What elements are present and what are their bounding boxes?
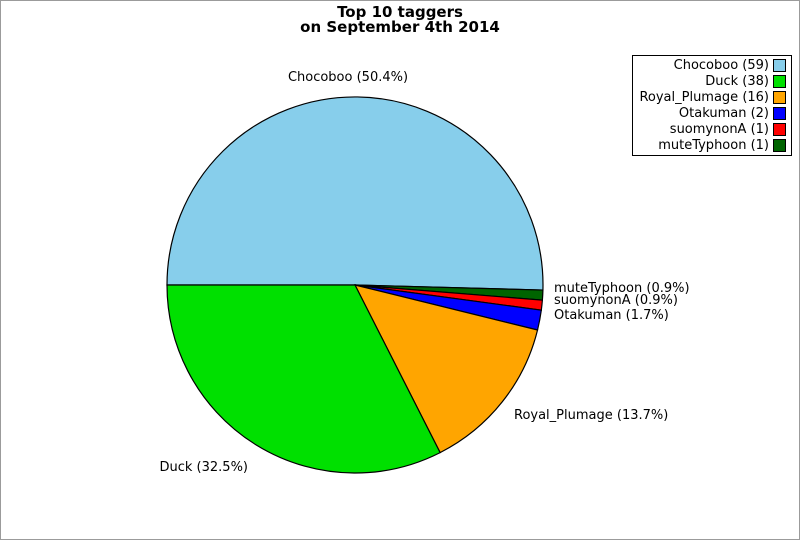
legend-swatch bbox=[773, 59, 786, 73]
legend-swatch bbox=[773, 91, 786, 105]
legend-label: Duck (38) bbox=[705, 74, 769, 90]
chart-title: Top 10 taggers on September 4th 2014 bbox=[1, 5, 799, 35]
legend-label: suomynonA (1) bbox=[669, 121, 769, 137]
legend-swatch bbox=[773, 106, 786, 120]
slice-label-Royal_Plumage: Royal_Plumage (13.7%) bbox=[514, 408, 668, 423]
legend: Chocoboo (59) Duck (38) Royal_Plumage (16)… bbox=[632, 55, 792, 156]
legend-item-Chocoboo: Chocoboo (59) bbox=[635, 58, 786, 73]
pie-slice-Duck bbox=[166, 284, 441, 474]
legend-item-muteTyphoon: muteTyphoon (1) bbox=[635, 138, 786, 153]
slice-label-Chocoboo: Chocoboo (50.4%) bbox=[288, 70, 408, 85]
legend-swatch bbox=[773, 122, 786, 136]
legend-label: Royal_Plumage (16) bbox=[639, 90, 769, 106]
legend-item-Otakuman: Otakuman (2) bbox=[635, 106, 786, 121]
slice-label-muteTyphoon: muteTyphoon (0.9%) bbox=[554, 281, 690, 296]
legend-label: Chocoboo (59) bbox=[673, 58, 769, 74]
legend-item-Duck: Duck (38) bbox=[635, 74, 786, 89]
chart-title-line2: on September 4th 2014 bbox=[300, 18, 500, 36]
legend-item-suomynonA: suomynonA (1) bbox=[635, 122, 786, 137]
slice-label-Otakuman: Otakuman (1.7%) bbox=[554, 308, 669, 323]
legend-label: Otakuman (2) bbox=[678, 105, 769, 121]
slice-label-suomynonA: suomynonA (0.9%) bbox=[554, 293, 678, 308]
legend-swatch bbox=[773, 75, 786, 89]
pie-slice-Royal_Plumage bbox=[353, 284, 539, 454]
chart-title-line1: Top 10 taggers bbox=[337, 3, 463, 21]
legend-label: muteTyphoon (1) bbox=[658, 137, 769, 153]
legend-swatch bbox=[773, 138, 786, 152]
pie-slice-Chocoboo bbox=[166, 96, 544, 291]
legend-item-Royal_Plumage: Royal_Plumage (16) bbox=[635, 90, 786, 105]
slice-label-Duck: Duck (32.5%) bbox=[160, 460, 249, 475]
